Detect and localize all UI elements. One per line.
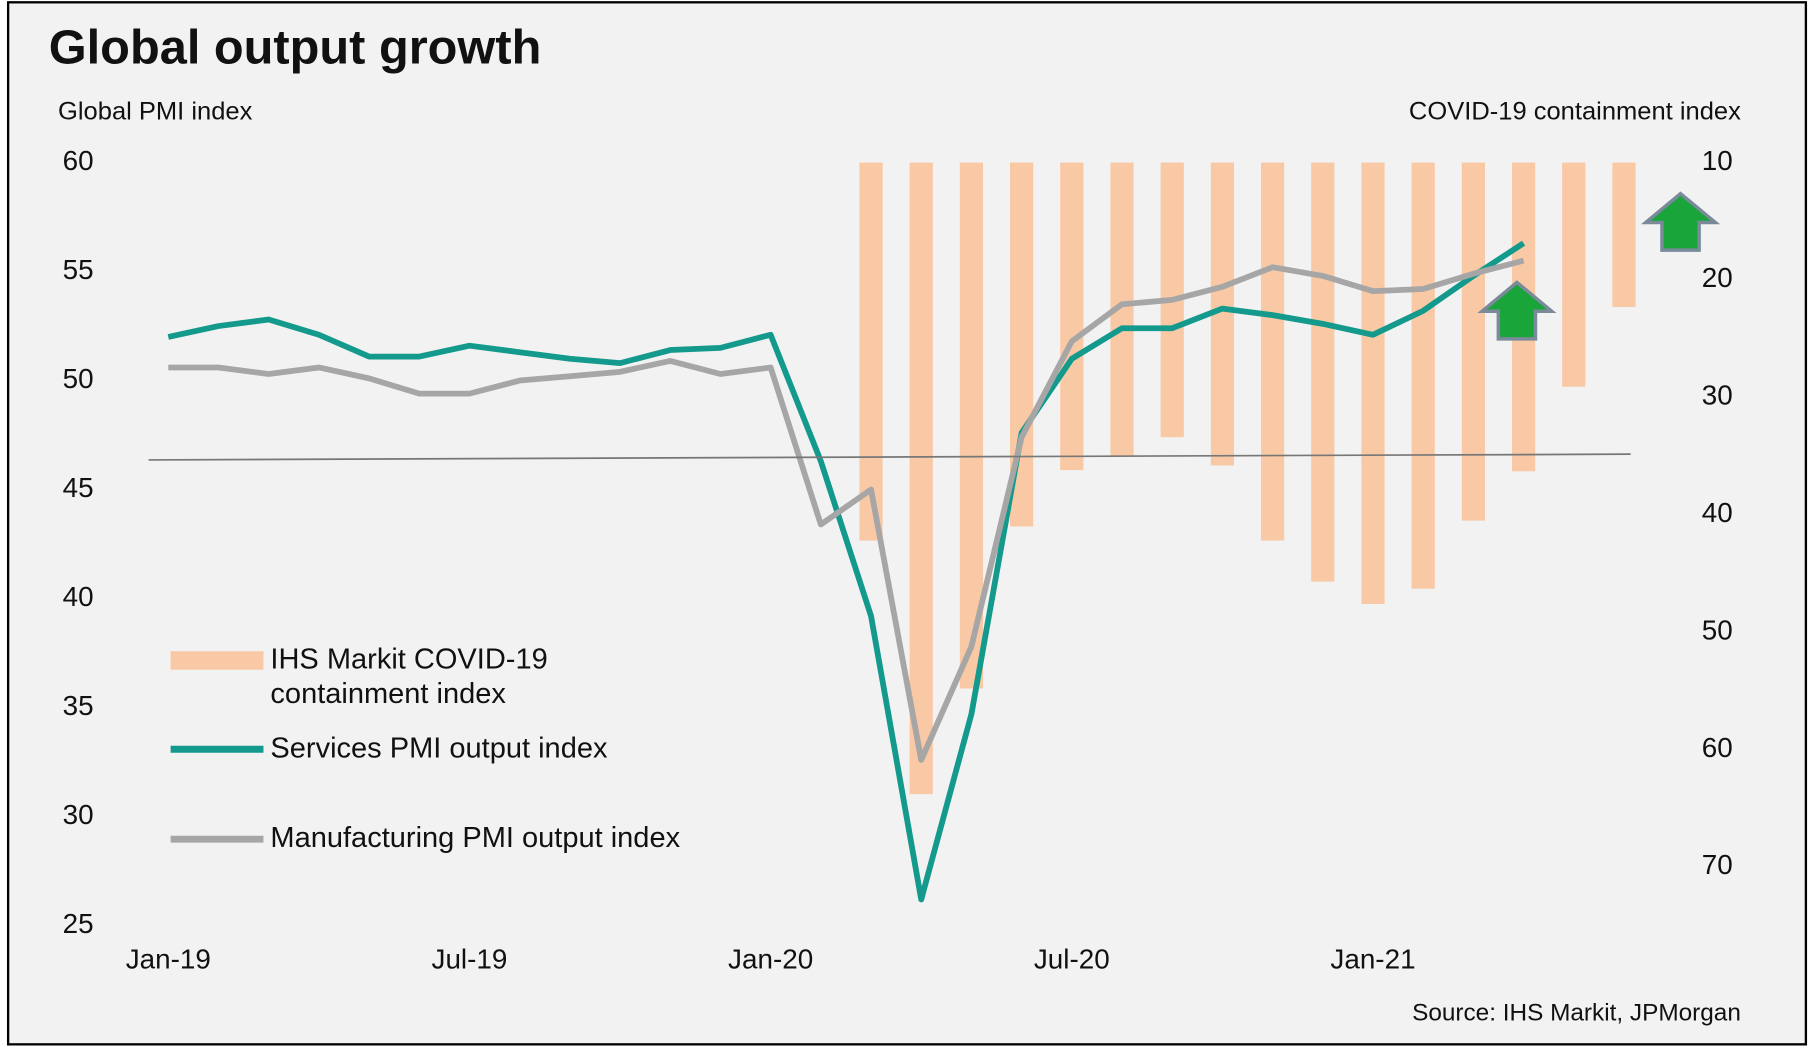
y2-tick-label: 30	[1702, 380, 1733, 411]
up-arrow	[1477, 280, 1557, 341]
y-tick-label: 40	[63, 581, 94, 612]
y2-tick-label: 50	[1702, 615, 1733, 646]
legend-text: Services PMI output index	[270, 731, 608, 765]
x-tick-label: Jul-19	[432, 944, 508, 975]
y-tick-label: 45	[63, 472, 94, 503]
x-tick-label: Jan-21	[1330, 944, 1415, 975]
bar	[1110, 162, 1134, 457]
x-tick-label: Jan-20	[728, 944, 813, 975]
y-tick-label: 30	[63, 799, 94, 830]
bar	[1210, 162, 1235, 466]
bar	[1361, 162, 1385, 604]
bar	[859, 162, 883, 541]
line	[168, 257, 1525, 763]
reference-line	[148, 453, 1631, 461]
legend-label: Services PMI output index	[270, 731, 608, 765]
y2-axis-label: COVID-19 containment index	[1409, 98, 1741, 126]
y-tick-label: 35	[63, 690, 94, 721]
y-tick-label: 50	[63, 363, 94, 394]
line	[167, 240, 1526, 903]
bar	[1311, 162, 1335, 582]
up-arrow	[1640, 191, 1721, 252]
frame	[6, 1, 1808, 1046]
bar	[1260, 162, 1285, 541]
legend-label: Manufacturing PMI output index	[270, 821, 681, 855]
bar	[959, 162, 984, 689]
chart-body: Global output growth Global PMI index CO…	[6, 1, 1808, 1046]
y-tick-label: 60	[63, 145, 94, 176]
y2-tick-label: 20	[1702, 262, 1733, 293]
y2-tick-label: 70	[1702, 849, 1733, 880]
legend-text: Manufacturing PMI output index	[270, 821, 681, 855]
y-tick-label: 55	[63, 254, 94, 285]
y-tick-label: 25	[63, 908, 94, 939]
legend-text: IHS Markit COVID-19 containment index	[270, 643, 548, 711]
bar	[1060, 162, 1084, 471]
y2-tick-label: 40	[1702, 497, 1733, 528]
source: Source: IHS Markit, JPMorgan	[1412, 1000, 1741, 1027]
bar	[1562, 162, 1586, 387]
bar	[1411, 162, 1435, 589]
bar	[909, 162, 933, 795]
x-tick-label: Jul-20	[1034, 944, 1110, 975]
y2-tick-label: 10	[1702, 145, 1733, 176]
bar	[1010, 162, 1034, 527]
legend-swatch	[170, 651, 264, 670]
plot: 25 30 35 40 45 50 55 60 10 20 30 40 50 60 70 Jan-19 Jul-…	[63, 145, 1733, 975]
x-tick-label: Jan-19	[126, 944, 211, 975]
y-axis-label: Global PMI index	[58, 98, 253, 126]
legend: IHS Markit COVID-19 containment index Ser…	[170, 643, 681, 855]
legend-label: IHS Markit COVID-19 containment index	[270, 643, 548, 711]
y2-tick-label: 60	[1702, 732, 1733, 763]
bar	[1461, 162, 1485, 521]
chart-title: Global output growth	[49, 21, 542, 75]
bar	[1612, 162, 1636, 307]
